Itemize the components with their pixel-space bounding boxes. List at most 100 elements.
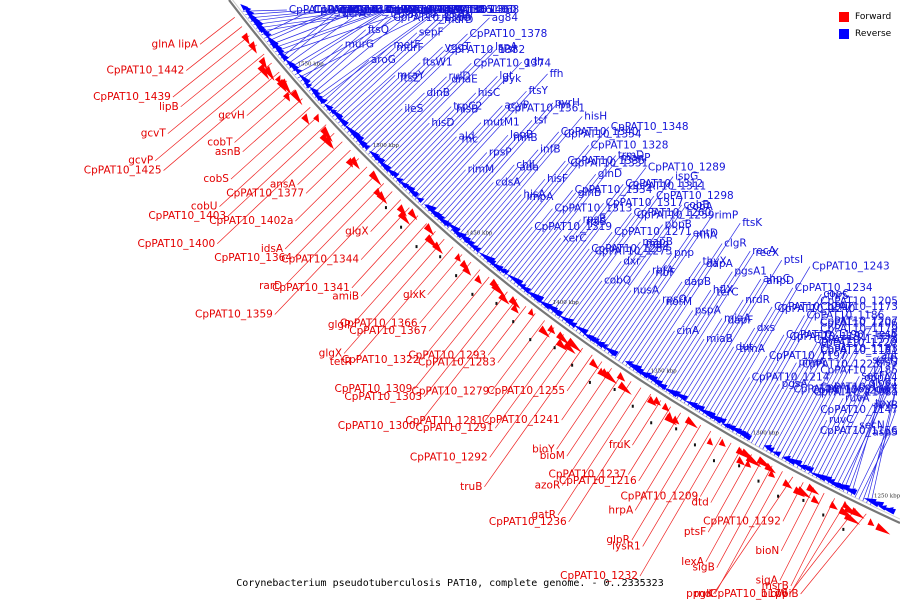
reverse-leader-line xyxy=(479,178,546,257)
forward-gene-arrow xyxy=(782,479,793,489)
marker-dot xyxy=(400,225,403,229)
reverse-gene-label-rpsp: rpsP xyxy=(489,146,512,158)
reverse-gene-label-cppat10-1181: CpPAT10_1181 xyxy=(820,345,898,357)
forward-leader-line xyxy=(638,412,681,482)
forward-gene-arrow xyxy=(313,113,320,123)
reverse-gene-label-cppat10-1360: CpPAT10_1360 xyxy=(439,4,517,16)
reverse-gene-arrow xyxy=(512,278,524,286)
forward-gene-arrow xyxy=(510,303,519,314)
forward-gene-arrow xyxy=(563,341,576,355)
reverse-gene-label-dapb: dapB xyxy=(684,276,711,288)
reverse-gene-label-clgr: clgR xyxy=(724,238,747,250)
reverse-gene-label-cppat10-1200: CpPAT10_1200 xyxy=(812,384,890,396)
reverse-leader-line xyxy=(253,9,361,26)
reverse-leader-line xyxy=(658,271,733,388)
reverse-gene-arrow xyxy=(353,132,365,142)
reverse-gene-label-ftsy: ftsY xyxy=(528,85,548,97)
reverse-leader-line xyxy=(418,108,506,203)
reverse-gene-arrow xyxy=(245,8,255,17)
reverse-gene-label-nrdr: nrdR xyxy=(745,294,770,306)
forward-swatch xyxy=(839,11,849,22)
reverse-leader-line xyxy=(323,44,392,108)
reverse-gene-label-chli: chlI xyxy=(516,159,534,171)
reverse-gene-label-dnae: dnaE xyxy=(451,74,477,86)
forward-gene-label-cppat10-1442: CpPAT10_1442 xyxy=(106,65,184,77)
reverse-gene-label-cppat10-1191: CpPAT10_1191 xyxy=(790,331,868,343)
reverse-gene-label-rnhb: rnhB xyxy=(513,132,538,144)
reverse-leader-line xyxy=(831,403,874,486)
reverse-gene-arrow xyxy=(243,6,252,13)
forward-gene-arrow xyxy=(474,274,482,285)
reverse-gene-label-thyx: thyX xyxy=(702,256,726,268)
forward-gene-label-cppat10-1232: CpPAT10_1232 xyxy=(560,570,638,582)
reverse-leader-line xyxy=(347,62,421,133)
forward-gene-label-cppat10-1303: CpPAT10_1303 xyxy=(344,391,422,403)
forward-gene-label-cppat10-1341: CpPAT10_1341 xyxy=(272,282,350,294)
reverse-gene-arrow xyxy=(878,505,896,515)
reverse-leader-line xyxy=(698,348,738,413)
reverse-leader-line xyxy=(593,290,632,344)
reverse-gene-label-dxr: dxr xyxy=(623,255,641,267)
forward-leader-line xyxy=(230,107,311,180)
reverse-gene-label-riha: rihA xyxy=(696,230,718,242)
reverse-gene-label-murf: murF xyxy=(396,42,423,54)
reverse-leader-line xyxy=(575,241,641,332)
reverse-gene-label-glnb: glnB xyxy=(578,187,601,199)
forward-gene-label-cppat10-1279: CpPAT10_1279 xyxy=(412,386,490,398)
forward-leader-line xyxy=(497,313,536,363)
reverse-gene-label-hisd: hisD xyxy=(431,117,454,129)
reverse-leader-line xyxy=(600,272,654,349)
reverse-leader-line xyxy=(866,387,897,504)
reverse-leader-line xyxy=(402,61,522,188)
reverse-gene-label-ruld: rulD xyxy=(449,71,471,83)
reverse-swatch xyxy=(839,28,849,39)
reverse-leader-line xyxy=(672,318,723,397)
reverse-gene-label-pgsa1: pgsA1 xyxy=(734,266,767,278)
reverse-leader-line xyxy=(732,336,788,433)
reverse-gene-arrow xyxy=(566,321,578,329)
reverse-gene-label-mraw: mraW xyxy=(441,11,473,23)
reverse-gene-label-cppat10-1259: CpPAT10_1259 xyxy=(637,209,715,221)
forward-gene-label-cppat10-1241: CpPAT10_1241 xyxy=(482,414,560,426)
reverse-gene-label-ffh: ffh xyxy=(550,68,564,80)
reverse-leader-line xyxy=(335,19,443,121)
reverse-gene-label-hish: hisH xyxy=(584,110,607,122)
reverse-gene-label-hisc: hisC xyxy=(478,87,500,99)
reverse-gene-label-nusa: nusA xyxy=(633,284,660,296)
reverse-leader-line xyxy=(812,377,864,476)
marker-dot xyxy=(471,292,474,296)
forward-leader-line xyxy=(568,393,652,523)
reverse-leader-line xyxy=(835,405,878,488)
reverse-leader-line xyxy=(365,92,425,152)
reverse-gene-label-cppat10-1157a: CpPAT10_1157a xyxy=(814,334,898,346)
reverse-leader-line xyxy=(758,342,818,448)
reverse-gene-label-cppat10-1207: CpPAT10_1207 xyxy=(820,315,898,327)
forward-gene-arrow xyxy=(301,113,310,125)
forward-leader-line xyxy=(360,223,427,297)
forward-gene-arrow xyxy=(527,308,534,317)
forward-gene-label-bion: bioN xyxy=(755,545,779,557)
reverse-gene-arrow xyxy=(445,221,461,234)
forward-gene-arrow xyxy=(566,337,582,353)
forward-leader-line xyxy=(566,354,593,392)
reverse-gene-label-cppat10-1198a: CpPAT10_1198a xyxy=(814,386,898,398)
reverse-gene-label-pgsa: pgsA xyxy=(782,378,809,390)
reverse-gene-label-ftsw1: ftsW1 xyxy=(422,57,452,69)
legend: Forward Reverse xyxy=(839,8,891,42)
forward-gene-arrow xyxy=(646,395,657,407)
reverse-gene-label-pspa: pspA xyxy=(695,304,722,316)
forward-leader-line xyxy=(423,291,508,397)
reverse-leader-line xyxy=(796,306,883,468)
reverse-gene-arrow xyxy=(472,246,482,253)
reverse-leader-line xyxy=(486,163,569,263)
reverse-gene-arrow xyxy=(804,467,815,473)
reverse-gene-label-ctac: ctaC xyxy=(338,4,362,16)
reverse-gene-label-qcra: qcrA xyxy=(342,8,367,20)
reverse-gene-label-ftsl: ftsL xyxy=(466,4,485,16)
reverse-gene-arrow xyxy=(390,171,400,179)
reverse-gene-arrow xyxy=(462,237,475,247)
forward-leader-line xyxy=(284,166,368,250)
reverse-gene-label-mapb: mapB xyxy=(642,236,673,248)
reverse-leader-line xyxy=(414,105,503,200)
reverse-gene-arrow xyxy=(377,158,386,165)
